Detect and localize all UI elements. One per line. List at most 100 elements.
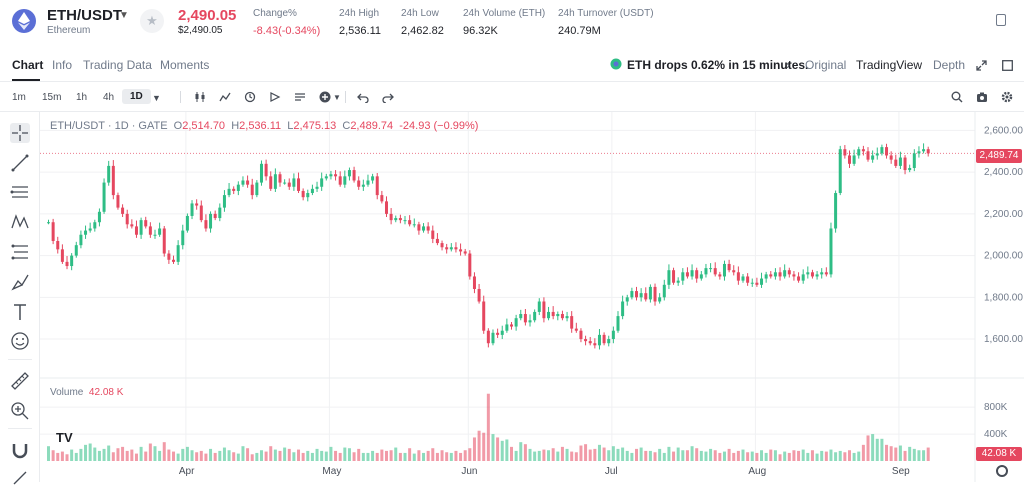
volume-bar — [829, 449, 833, 461]
fib-retracement-icon[interactable] — [10, 242, 30, 262]
expand-icon[interactable] — [976, 60, 987, 71]
candle-body — [283, 182, 287, 184]
replay-icon[interactable] — [269, 91, 281, 103]
candle-body — [514, 318, 518, 327]
volume-bar — [602, 447, 606, 461]
volume-tag: 42.08 K — [976, 447, 1022, 461]
candle-body — [185, 215, 189, 231]
interval-4h[interactable]: 4h — [103, 92, 115, 103]
settings-gear-icon[interactable] — [1001, 91, 1013, 103]
candle-body — [158, 228, 162, 235]
volume-bar — [722, 451, 726, 461]
volume-bar — [384, 450, 388, 461]
search-icon[interactable] — [951, 91, 963, 103]
candle-body — [783, 270, 787, 277]
chevron-down-icon[interactable]: ▼ — [152, 93, 161, 103]
volume-bar — [74, 452, 78, 461]
stat-24h-high: 24h High 2,536.11 — [339, 8, 381, 37]
volume-bar — [158, 450, 162, 461]
magnet-icon[interactable] — [10, 440, 30, 460]
chevron-down-icon[interactable]: ▼ — [119, 10, 129, 21]
candle-type-icon[interactable] — [194, 91, 206, 103]
tab-trading-data[interactable]: Trading Data — [83, 58, 152, 72]
tab-chart[interactable]: Chart — [12, 58, 44, 72]
volume-bar — [431, 448, 435, 461]
candle-body — [172, 259, 176, 262]
volume-bar — [838, 450, 842, 461]
symbol-title[interactable]: ETH/USDT — [47, 7, 122, 24]
asset-name: Ethereum — [47, 25, 91, 36]
book-icon[interactable] — [996, 14, 1006, 26]
volume-bar — [510, 446, 513, 461]
horizontal-lines-icon[interactable] — [10, 182, 30, 202]
candle-body — [384, 201, 388, 214]
indicators-icon[interactable] — [219, 91, 231, 103]
list-icon[interactable] — [294, 91, 306, 103]
chevron-right-icon[interactable]: › — [786, 58, 790, 72]
volume-bar — [218, 450, 222, 461]
candle-body — [449, 247, 453, 250]
volume-bar — [102, 448, 106, 461]
volume-bar — [695, 448, 699, 461]
add-indicator-icon[interactable] — [319, 91, 331, 103]
volume-bar — [324, 451, 328, 461]
volume-bar — [93, 447, 97, 461]
candle-body — [727, 263, 731, 271]
candle-body — [820, 272, 824, 275]
volume-bar — [528, 448, 532, 461]
tab-moments[interactable]: Moments — [160, 58, 210, 72]
candle-body — [496, 332, 500, 335]
fullscreen-icon[interactable] — [1002, 60, 1013, 71]
undo-icon[interactable] — [357, 91, 369, 103]
volume-bar — [810, 450, 814, 461]
text-tool-icon[interactable] — [10, 302, 30, 322]
brush-icon[interactable] — [10, 272, 30, 292]
volume-bar — [181, 448, 185, 461]
volume-bar — [764, 452, 768, 461]
interval-1m[interactable]: 1m — [12, 92, 26, 103]
volume-bar — [792, 450, 796, 461]
price-chart[interactable]: 2,600.00 2,400.00 2,200.00 2,000.00 1,800.00… — [40, 112, 1024, 482]
trend-line-icon[interactable] — [10, 153, 30, 173]
volume-bar — [310, 452, 314, 461]
candle-body — [732, 270, 736, 273]
alert-icon[interactable] — [244, 91, 256, 103]
redo-icon[interactable] — [382, 91, 394, 103]
candle-body — [667, 270, 671, 285]
candle-body — [778, 272, 782, 277]
tab-depth[interactable]: Depth — [933, 58, 966, 72]
interval-15m[interactable]: 15m — [42, 92, 62, 103]
ohlc-legend: ETH/USDT · 1D · GATE O2,514.70 H2,536.11… — [50, 120, 478, 132]
interval-1h[interactable]: 1h — [76, 92, 88, 103]
candle-body — [398, 218, 402, 221]
volume-bar — [389, 450, 393, 461]
interval-1d[interactable]: 1D — [122, 89, 151, 104]
candle-body — [246, 180, 250, 185]
candle-body — [829, 228, 833, 275]
zoom-in-icon[interactable] — [10, 401, 30, 421]
volume-bar — [847, 450, 851, 461]
chevron-down-icon[interactable]: ▼ — [333, 93, 341, 102]
pattern-icon[interactable] — [10, 212, 30, 232]
lock-drawing-icon[interactable] — [10, 468, 30, 488]
favorite-star-icon[interactable]: ★ — [140, 9, 164, 33]
candle-body — [801, 274, 805, 281]
tab-original[interactable]: Original — [805, 58, 847, 72]
volume-bar — [616, 448, 620, 461]
candle-body — [422, 226, 426, 231]
tab-tradingview[interactable]: TradingView — [856, 58, 923, 72]
ruler-icon[interactable] — [10, 371, 30, 391]
emoji-icon[interactable] — [10, 331, 30, 351]
chart-settings-icon[interactable] — [996, 465, 1008, 477]
candle-body — [699, 274, 703, 279]
x-tick-label: May — [322, 466, 341, 477]
crosshair-icon[interactable] — [10, 123, 30, 143]
tab-info[interactable]: Info — [52, 58, 73, 72]
candle-body — [269, 176, 273, 189]
volume-bar — [871, 434, 875, 461]
stat-24h-low: 24h Low 2,462.82 — [401, 8, 444, 37]
candle-body — [60, 249, 64, 262]
news-ticker[interactable]: ETH drops 0.62% in 15 minutes. — [627, 58, 809, 72]
volume-bar — [380, 449, 384, 461]
camera-icon[interactable] — [976, 91, 988, 103]
